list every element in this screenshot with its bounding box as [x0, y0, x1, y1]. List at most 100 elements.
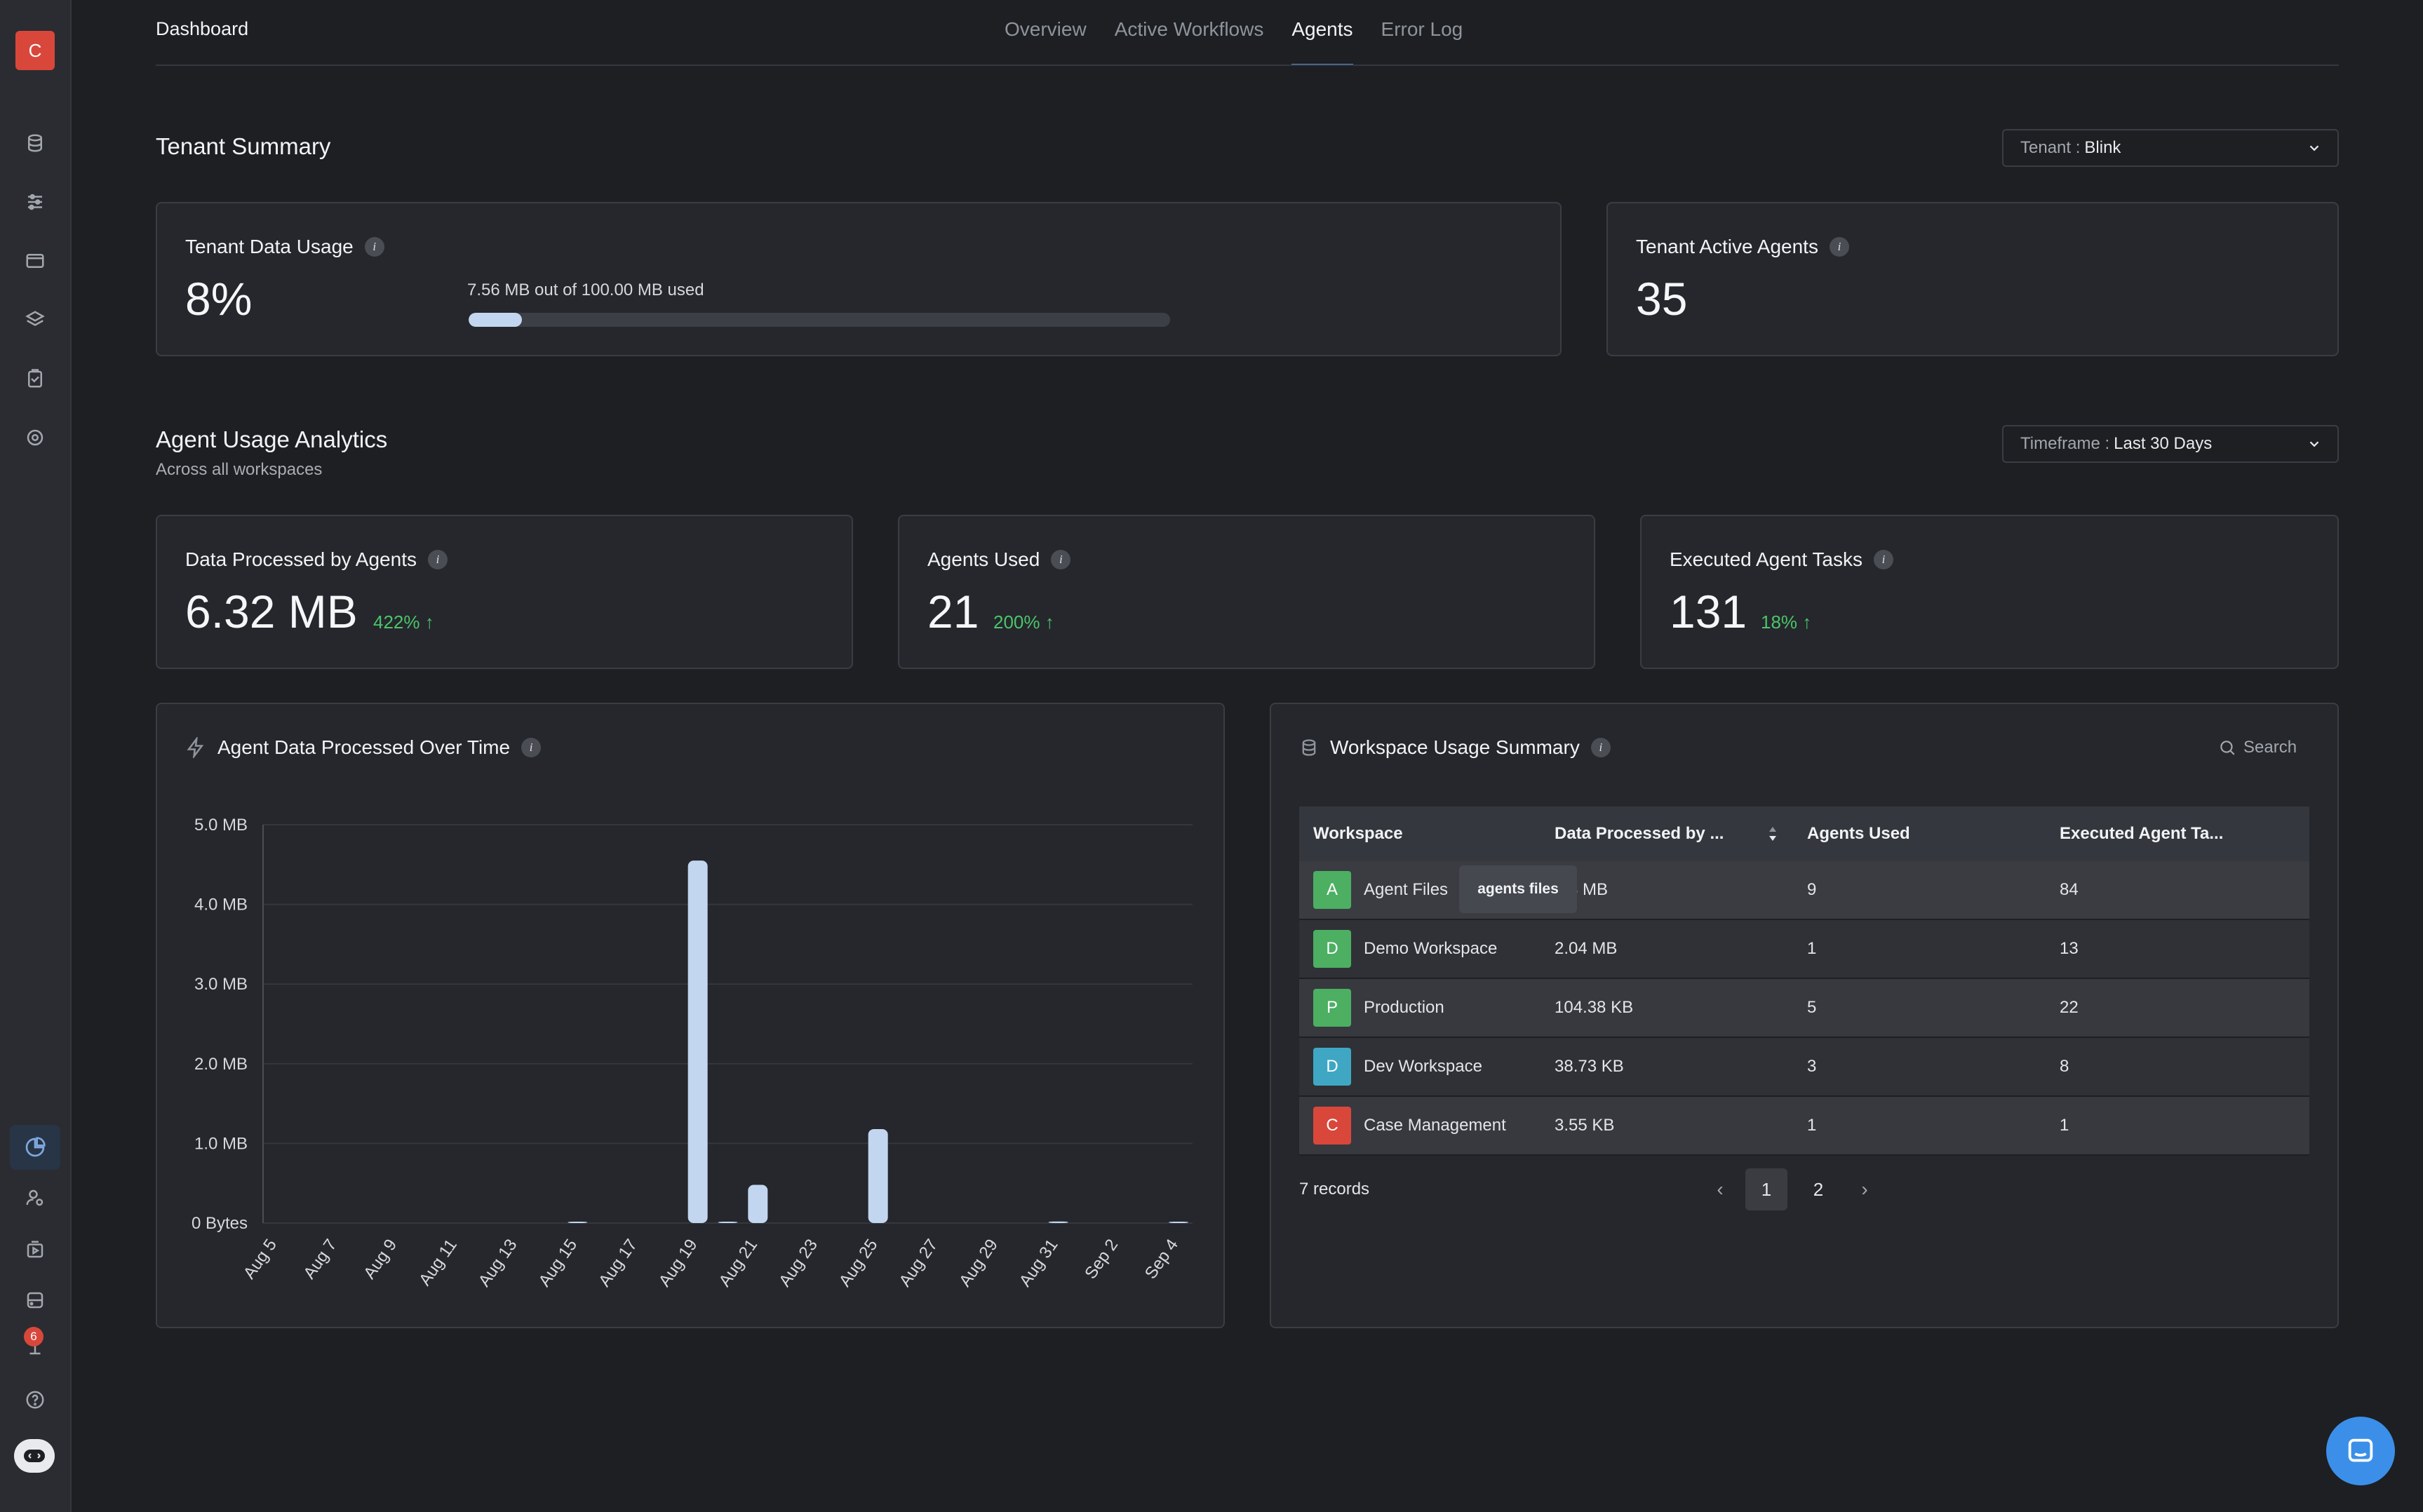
lightning-icon — [187, 737, 204, 758]
workspace-name[interactable]: Production — [1364, 998, 1444, 1017]
timeframe-dropdown[interactable]: Timeframe : Last 30 Days — [2002, 425, 2339, 463]
table-row[interactable]: P Production 104.38 KB 5 22 — [1299, 979, 2309, 1038]
workspace-name[interactable]: Dev Workspace — [1364, 1057, 1482, 1076]
clipboard-icon[interactable] — [21, 365, 49, 393]
info-icon[interactable]: i — [1590, 738, 1611, 757]
data-processed-card: Data Processed by Agents i 6.32 MB 422% … — [156, 515, 853, 669]
cell-data-processed: 3.55 KB — [1555, 1116, 1615, 1135]
chevron-right-icon[interactable]: › — [1861, 1178, 1868, 1200]
arrow-up-icon: ↑ — [1045, 612, 1054, 633]
info-icon[interactable]: i — [427, 550, 448, 569]
page-1-button[interactable]: 1 — [1745, 1168, 1787, 1210]
tenant-summary-title: Tenant Summary — [156, 133, 331, 159]
x-tick-label: Aug 31 — [1016, 1236, 1062, 1290]
tenant-data-usage-detail: 7.56 MB out of 100.00 MB used — [467, 281, 704, 299]
col-executed-tasks[interactable]: Executed Agent Ta... — [2060, 824, 2224, 843]
workspace-name-tooltip: agents files — [1459, 865, 1577, 913]
info-icon[interactable]: i — [364, 237, 384, 257]
data-processed-value: 6.32 MB — [185, 586, 358, 637]
workspace-name[interactable]: Case Management — [1364, 1116, 1506, 1135]
page-2-button[interactable]: 2 — [1813, 1178, 1824, 1200]
table-header: Workspace Data Processed by ... Agents U… — [1299, 806, 2309, 861]
table-row[interactable]: A Agent Files .13 MB 9 84 — [1299, 861, 2309, 920]
agents-used-delta: 200% ↑ — [993, 612, 1054, 633]
x-tick-label: Aug 29 — [955, 1236, 1002, 1290]
workspace-usage-label: Workspace Usage Summary — [1330, 736, 1580, 758]
header-divider — [156, 65, 2339, 66]
top-tabs: Overview Active Workflows Agents Error L… — [1005, 18, 1463, 66]
arrow-up-icon: ↑ — [1802, 612, 1812, 633]
info-icon[interactable]: i — [1051, 550, 1071, 569]
bar[interactable] — [748, 1184, 768, 1223]
notification-badge: 6 — [24, 1327, 43, 1346]
y-tick-label: 2.0 MB — [194, 1055, 248, 1074]
bar[interactable] — [868, 1128, 888, 1223]
agents-used-title: Agents Used i — [927, 548, 1071, 571]
tenant-data-usage-label: Tenant Data Usage — [185, 236, 354, 257]
tenant-data-usage-title: Tenant Data Usage i — [185, 236, 384, 258]
cell-workspace: A Agent Files — [1299, 871, 1552, 909]
sliders-icon[interactable] — [21, 188, 49, 216]
tenant-active-agents-value: 35 — [1636, 273, 1688, 325]
workspace-avatar: P — [1313, 989, 1351, 1027]
tenant-dropdown[interactable]: Tenant : Blink — [2002, 129, 2339, 167]
server-icon[interactable] — [21, 1286, 49, 1314]
chevron-down-icon — [2309, 145, 2319, 151]
bar[interactable] — [568, 1222, 588, 1223]
org-logo[interactable]: C — [15, 31, 55, 70]
tab-active-workflows[interactable]: Active Workflows — [1114, 18, 1264, 40]
cell-data-processed: 104.38 KB — [1555, 998, 1634, 1017]
layers-icon[interactable] — [21, 306, 49, 334]
info-icon[interactable]: i — [1874, 550, 1893, 569]
x-tick-label: Aug 7 — [300, 1236, 340, 1283]
workspace-avatar: D — [1313, 930, 1351, 968]
sidebar: C 6 — [0, 0, 72, 1512]
info-icon[interactable]: i — [1829, 237, 1849, 257]
cell-data-processed: 38.73 KB — [1555, 1057, 1624, 1076]
workspace-name[interactable]: Demo Workspace — [1364, 939, 1498, 958]
assistant-bot-icon[interactable] — [14, 1439, 55, 1473]
cell-agents-used: 1 — [1807, 939, 1817, 958]
database-icon[interactable] — [21, 129, 49, 157]
pagination: ‹ 1 2 › — [1705, 1168, 1880, 1210]
col-workspace[interactable]: Workspace — [1313, 824, 1403, 843]
media-icon[interactable] — [21, 1236, 49, 1264]
y-tick-label: 1.0 MB — [194, 1134, 248, 1153]
col-agents-used[interactable]: Agents Used — [1807, 824, 1910, 843]
tenant-dropdown-value: Blink — [2084, 138, 2121, 157]
x-tick-label: Aug 13 — [475, 1236, 521, 1290]
chat-support-button[interactable] — [2326, 1417, 2395, 1485]
sort-icon[interactable] — [1766, 825, 1780, 843]
tenant-data-usage-card: Tenant Data Usage i 8% — [156, 202, 1562, 356]
tab-overview[interactable]: Overview — [1005, 18, 1087, 40]
x-tick-label: Aug 11 — [415, 1236, 461, 1289]
tab-agents[interactable]: Agents — [1291, 18, 1353, 66]
table-row[interactable]: C Case Management 3.55 KB 1 1 — [1299, 1097, 2309, 1156]
table-row[interactable]: D Demo Workspace 2.04 MB 1 13 — [1299, 920, 2309, 979]
info-icon[interactable]: i — [521, 738, 542, 757]
target-icon[interactable] — [21, 424, 49, 452]
users-settings-icon[interactable] — [21, 1184, 49, 1212]
x-tick-label: Sep 2 — [1081, 1236, 1122, 1283]
bar[interactable] — [1169, 1222, 1188, 1223]
chevron-left-icon[interactable]: ‹ — [1717, 1178, 1724, 1200]
col-data-processed[interactable]: Data Processed by ... — [1552, 824, 1804, 844]
data-processed-label: Data Processed by Agents — [185, 548, 417, 570]
cell-workspace: C Case Management — [1299, 1107, 1552, 1145]
help-icon[interactable] — [21, 1386, 49, 1414]
x-tick-label: Aug 17 — [595, 1236, 641, 1290]
bar[interactable] — [718, 1222, 738, 1223]
workspace-name[interactable]: Agent Files — [1364, 880, 1449, 899]
bar[interactable] — [1048, 1221, 1068, 1223]
tab-error-log[interactable]: Error Log — [1381, 18, 1463, 40]
agent-usage-analytics-subtitle: Across all workspaces — [156, 460, 323, 479]
bar[interactable] — [687, 860, 708, 1223]
cell-executed-tasks: 8 — [2060, 1057, 2069, 1076]
agents-used-label: Agents Used — [927, 548, 1040, 570]
cell-data-processed: 2.04 MB — [1555, 939, 1618, 958]
table-row[interactable]: D Dev Workspace 38.73 KB 3 8 — [1299, 1038, 2309, 1097]
y-tick-label: 3.0 MB — [194, 975, 248, 994]
window-icon[interactable] — [21, 247, 49, 275]
analytics-icon[interactable] — [10, 1125, 60, 1170]
search-input[interactable]: Search — [2218, 738, 2297, 757]
